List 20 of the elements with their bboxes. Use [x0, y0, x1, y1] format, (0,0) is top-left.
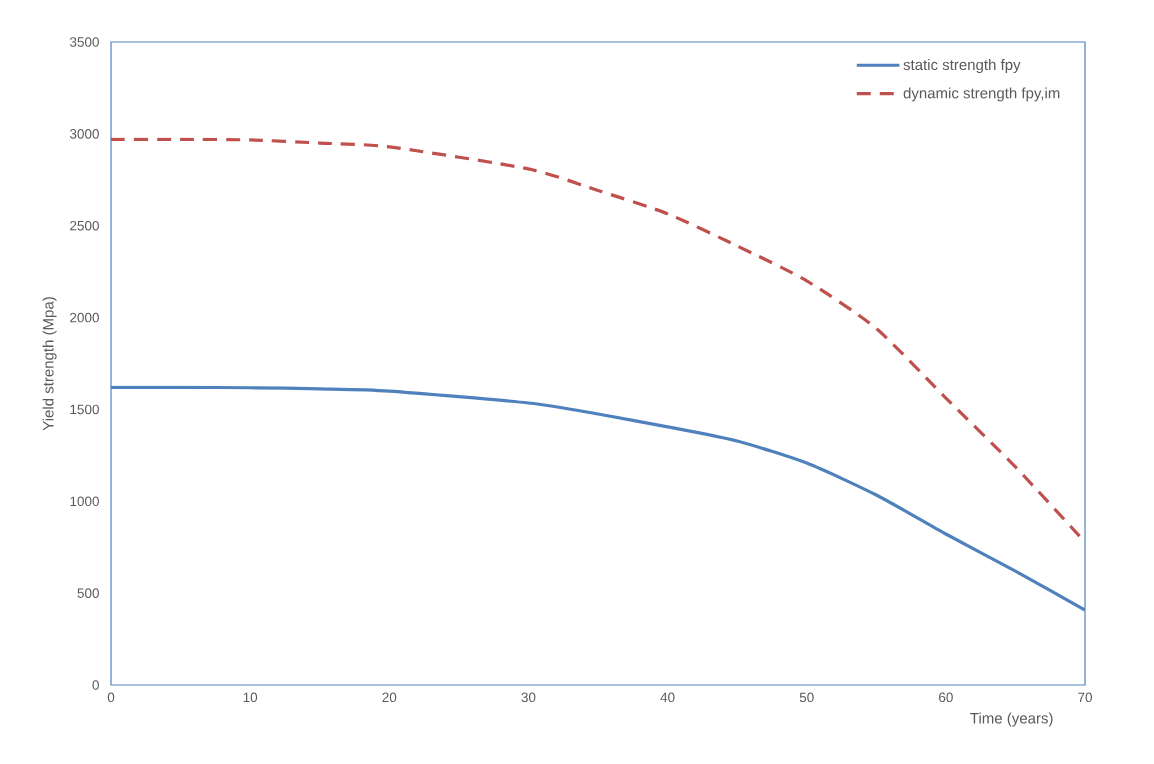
y-tick-label: 2500 — [70, 220, 99, 231]
y-tick-label: 1500 — [70, 404, 99, 415]
y-tick-label: 3000 — [69, 129, 99, 139]
x-tick-label: 60 — [939, 692, 953, 703]
x-tick-label: 0 — [107, 692, 115, 703]
x-axis-title: Time (years) — [970, 712, 1053, 727]
x-tick-label: 20 — [382, 692, 397, 703]
y-tick-label: 2000 — [70, 312, 99, 323]
y-tick-label: 500 — [77, 588, 99, 598]
legend-label: dynamic strength fpy,im — [903, 87, 1060, 102]
x-tick-label: 70 — [1078, 692, 1092, 703]
x-tick-label: 30 — [521, 692, 536, 703]
y-tick-label: 0 — [92, 680, 99, 690]
y-tick-label: 1000 — [70, 496, 99, 507]
y-tick-label: 3500 — [69, 37, 99, 47]
legend-label: static strength fpy — [903, 59, 1021, 74]
x-tick-label: 50 — [799, 692, 814, 703]
y-axis-title: Yield strength (Mpa) — [42, 297, 57, 431]
x-tick-label: 10 — [243, 692, 258, 703]
x-tick-label: 40 — [660, 692, 675, 703]
